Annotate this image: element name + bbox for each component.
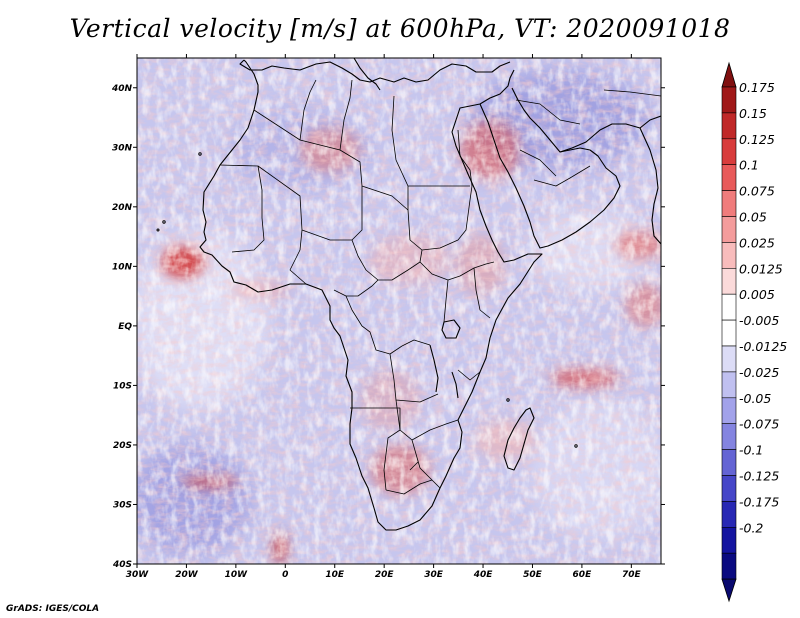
colorbar-label: -0.2 [739,520,763,535]
colorbar-bottom-arrow [721,578,737,603]
lon-label: 20E [375,570,395,580]
colorbar-label: 0.0125 [739,261,783,276]
colorbar-label: -0.075 [739,417,779,432]
lake-malawi [451,371,459,399]
europe-coast [239,59,511,83]
field-texture-white [137,58,661,564]
coastlines [156,58,661,531]
colorbar-swatch [721,345,737,373]
colorbar-swatch [721,293,737,321]
lat-label: 40N [111,84,133,94]
map-frame [136,57,662,565]
colorbar-swatch [721,449,737,476]
lon-label: 10W [225,570,249,580]
colorbar-label: 0.05 [739,210,767,225]
lon-label: 30W [126,570,150,580]
lat-label: 10S [113,381,132,391]
colorbar-swatch [721,475,737,502]
colorbar-label: -0.125 [739,469,779,484]
lon-label: 40E [473,570,494,580]
lat-label: 20S [113,441,132,451]
lon-label: 0 [282,570,288,580]
colorbar-swatch [721,86,737,114]
colorbar-swatch [721,242,737,269]
colorbar-label: -0.0125 [739,339,787,354]
axis-ticks [133,54,665,568]
colorbar-swatch [721,397,737,424]
colorbar-label: -0.005 [739,313,779,328]
lat-label: 40S [112,560,132,570]
colorbar-label: 0.15 [739,106,767,121]
colorbar-label: -0.175 [739,494,779,509]
colorbar-swatch [721,190,737,217]
lat-label: 30S [113,500,132,510]
lon-label: 20W [175,570,199,580]
colorbar-swatch [721,526,737,554]
colorbar-label: 0.005 [739,287,775,302]
lon-label: 50E [523,570,543,580]
velocity-field [137,58,661,564]
colorbar-swatch [721,501,737,528]
lon-label: 30E [424,570,444,580]
lat-label: EQ [118,322,132,332]
colorbar-label: -0.025 [739,365,779,380]
arabia-coastline [479,87,621,249]
lon-label: 10E [325,570,345,580]
colorbar-swatch [721,112,737,140]
lat-label: 10N [112,262,133,272]
lat-label: 30N [112,143,133,153]
italy-coast [353,58,381,91]
colorbar-label: 0.075 [739,184,775,199]
colorbar-swatch [721,267,737,295]
colorbar-swatch [721,164,737,191]
islands [156,152,578,448]
lake-tanganyika [429,344,439,393]
colorbar-swatch [721,552,737,580]
credit-label: GrADS: IGES/COLA [6,604,100,614]
colorbar-swatch [721,319,737,347]
lon-label: 70E [622,570,642,580]
asia-coast-east [639,127,661,245]
colorbar-label: -0.05 [739,391,771,406]
colorbar-label: 0.125 [739,132,775,147]
colorbar-swatch [721,216,737,243]
lat-label: 20N [112,203,133,213]
colorbar-label: 0.1 [739,158,759,173]
colorbar-swatch [721,371,737,399]
colorbar-swatch [721,423,737,450]
colorbar: 0.175 0.15 0.125 0.1 0.075 0.05 0.025 0.0125 0.0… [721,61,787,603]
africa-coastline [199,59,543,531]
persian-gulf-coast [559,115,661,153]
colorbar-swatch [721,138,737,166]
national-borders [219,79,661,495]
colorbar-top-arrow [721,61,737,88]
chart-title: Vertical velocity [m/s] at 600hPa, VT: 2… [69,14,731,43]
colorbar-label: 0.175 [739,80,775,95]
colorbar-label: -0.1 [739,443,763,458]
madagascar [503,407,535,471]
colorbar-label: 0.025 [739,235,775,250]
lake-victoria [441,319,461,339]
lon-label: 60E [573,570,593,580]
